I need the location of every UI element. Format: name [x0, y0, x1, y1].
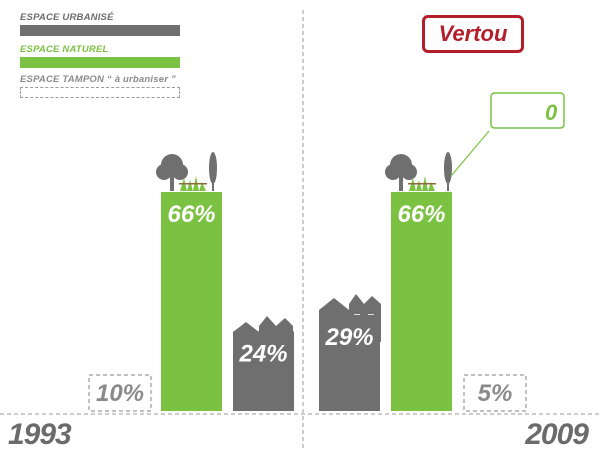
- tree-icon-1993: [156, 152, 217, 191]
- tampon-box-2009: [463, 374, 527, 412]
- bar-2009-0: [319, 314, 380, 411]
- callout-value: 0: [545, 100, 558, 125]
- bars-layer: 10% 66% 24% 29% 66% 5%: [88, 192, 527, 412]
- legend-naturel-swatch: [20, 57, 180, 68]
- legend-urbanise-label: ESPACE URBANISÉ: [20, 12, 114, 23]
- year-label-1993: 1993: [8, 418, 72, 451]
- bar-1993-2: [233, 331, 294, 411]
- legend-urbanise-swatch: [20, 25, 180, 36]
- bar-label-2009-1: 66%: [397, 201, 445, 228]
- tampon-label-1993: 10%: [96, 380, 144, 407]
- bar-label-2009-0: 29%: [324, 324, 373, 351]
- bar-label-1993-2: 24%: [238, 340, 287, 367]
- legend-naturel: ESPACE NATUREL: [20, 44, 180, 68]
- bar-1993-1: [161, 192, 222, 411]
- legend-naturel-label: ESPACE NATUREL: [20, 44, 109, 55]
- callout-bubble: 0: [450, 92, 565, 177]
- city-badge: Vertou: [422, 15, 524, 53]
- bar-label-1993-1: 66%: [167, 201, 215, 228]
- legend-tampon-label: ESPACE TAMPON “ à urbaniser ”: [20, 74, 176, 85]
- year-label-2009: 2009: [525, 418, 589, 451]
- legend-tampon: ESPACE TAMPON “ à urbaniser ”: [20, 74, 180, 98]
- tampon-box-1993: [88, 374, 152, 412]
- legend-urbanise: ESPACE URBANISÉ: [20, 12, 180, 36]
- tree-icon-2009: [385, 152, 452, 191]
- tampon-label-2009: 5%: [478, 380, 513, 407]
- bar-2009-1: [391, 192, 452, 411]
- legend-tampon-swatch: [20, 87, 180, 98]
